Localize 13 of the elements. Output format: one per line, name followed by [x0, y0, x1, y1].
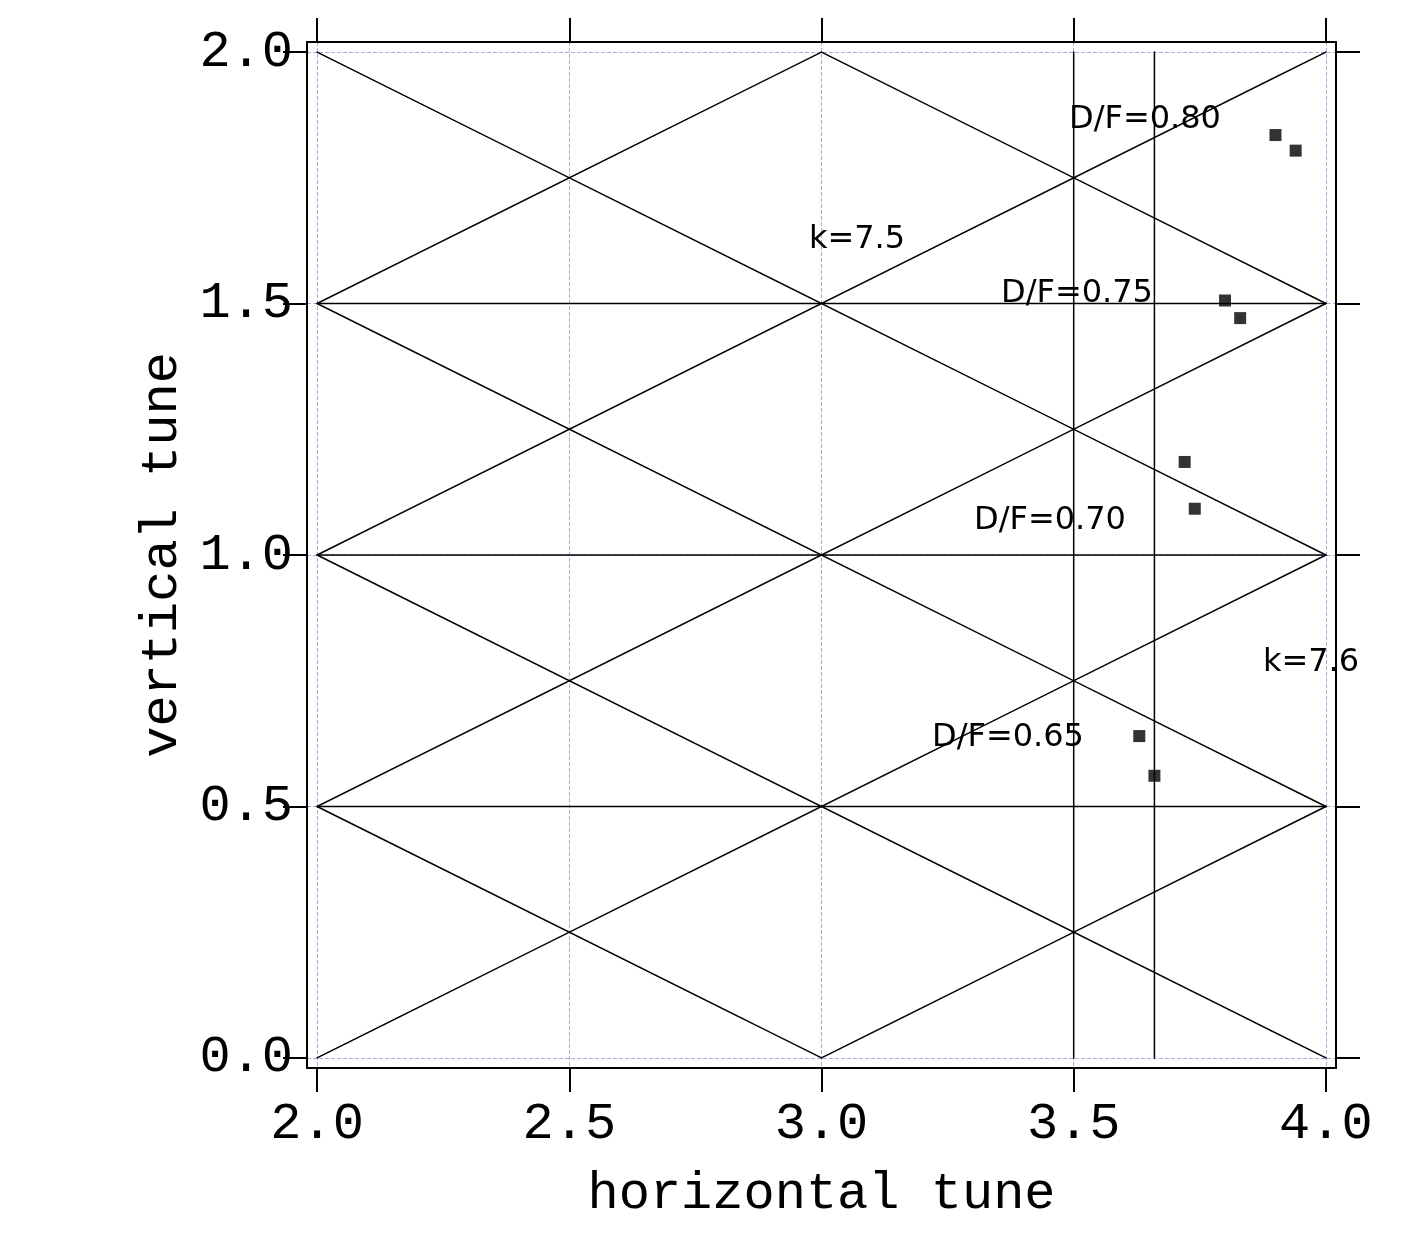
y-tick-label: 0.5 — [199, 776, 293, 836]
x-axis-title: horizontal tune — [587, 1164, 1056, 1224]
x-tick-label: 2.5 — [522, 1094, 617, 1154]
y-tick-label: 1.0 — [199, 525, 293, 585]
annotation: k=7.5 — [808, 218, 906, 256]
x-tick-label: 3.0 — [774, 1094, 869, 1154]
x-tick-label: 4.0 — [1279, 1094, 1373, 1154]
y-tick-label: 2.0 — [199, 22, 293, 82]
y-axis-title: vertical tune — [132, 352, 192, 758]
y-tick-label: 0.0 — [199, 1028, 293, 1088]
x-tick-label: 2.0 — [270, 1094, 364, 1154]
y-tick-label: 1.5 — [199, 274, 293, 334]
x-tick-label: 3.5 — [1026, 1094, 1121, 1154]
